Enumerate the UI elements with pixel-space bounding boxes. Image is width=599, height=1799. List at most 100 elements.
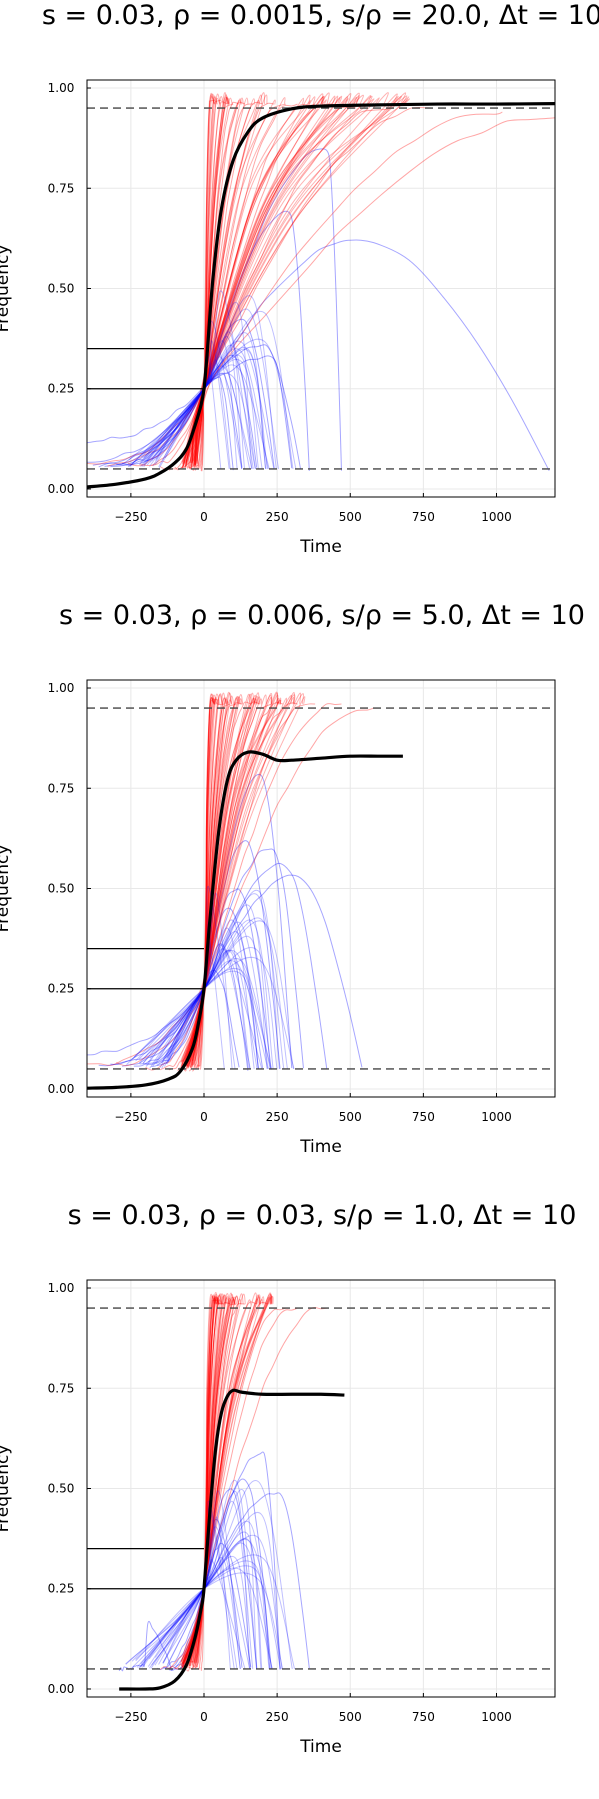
lost-trajectory: [165, 1490, 251, 1669]
lost-trajectory: [135, 1572, 284, 1670]
lost-trajectory: [136, 1520, 270, 1669]
lost-trajectory: [140, 1559, 246, 1670]
fixed-trajectory: [197, 696, 241, 1067]
fixed-trajectory: [185, 95, 343, 468]
fixed-trajectory: [197, 1293, 231, 1664]
x-tick-label: 0: [200, 1710, 208, 1724]
y-tick-label: 0.25: [48, 382, 75, 396]
fixed-trajectory: [196, 106, 357, 469]
fixed-trajectory: [193, 94, 215, 462]
y-axis-label: Frequency: [0, 845, 13, 933]
fixed-trajectory: [183, 692, 302, 1068]
fixed-trajectory: [196, 1294, 220, 1663]
lost-trajectory: [149, 1516, 231, 1669]
lost-trajectory: [155, 347, 268, 470]
fixed-trajectory: [180, 102, 275, 469]
lost-trajectory: [140, 348, 267, 469]
fixed-trajectory: [201, 117, 555, 472]
fixed-trajectory: [174, 1301, 231, 1670]
x-tick-label: −250: [114, 1710, 147, 1724]
fixed-trajectory: [145, 703, 231, 1071]
fixed-trajectory: [194, 699, 218, 1068]
lost-trajectory: [128, 290, 254, 470]
lost-trajectory: [149, 919, 255, 1069]
lost-trajectory: [143, 354, 259, 470]
lost-trajectory: [146, 359, 231, 469]
fixed-trajectory: [193, 97, 221, 468]
fixed-trajectory: [194, 96, 218, 465]
fixed-trajectory: [194, 103, 333, 471]
lost-trajectory: [149, 935, 268, 1069]
lost-trajectory: [162, 1534, 283, 1670]
fixed-trajectory: [195, 93, 217, 466]
lost-trajectory: [162, 904, 271, 1069]
fixed-trajectory: [199, 106, 433, 470]
lost-trajectory: [152, 348, 269, 470]
fixed-trajectory: [188, 703, 272, 1072]
lost-trajectory: [162, 1488, 258, 1670]
chart-title: s = 0.03, ρ = 0.03, s/ρ = 1.0, Δt = 10: [68, 1200, 577, 1231]
fixed-trajectory: [181, 692, 260, 1062]
chart-title: s = 0.03, ρ = 0.0015, s/ρ = 20.0, Δt = 1…: [42, 0, 599, 31]
fixed-trajectory: [189, 103, 298, 470]
lost-trajectory: [87, 372, 243, 468]
y-tick-label: 1.00: [48, 681, 75, 695]
lost-trajectory: [138, 1511, 281, 1669]
fixed-trajectory: [181, 696, 273, 1067]
lost-trajectory: [125, 1500, 254, 1669]
fixed-trajectory: [168, 1303, 225, 1670]
lost-trajectory: [155, 917, 288, 1070]
mean-series-line: [119, 1388, 345, 1691]
lost-trajectory: [157, 888, 272, 1070]
fixed-trajectory: [196, 703, 316, 1069]
x-tick-label: 1000: [481, 510, 512, 524]
fixed-trajectory: [197, 107, 392, 469]
fixed-trajectory: [191, 103, 316, 471]
fixed-trajectory: [87, 698, 219, 1066]
fixed-trajectory: [189, 1301, 257, 1670]
fixed-trajectory: [197, 703, 342, 1070]
lost-trajectory: [143, 364, 270, 470]
lost-trajectory: [131, 1538, 263, 1669]
y-tick-label: 1.00: [48, 1281, 75, 1295]
lost-trajectory: [149, 340, 230, 469]
fixed-trajectory: [195, 92, 407, 467]
fixed-trajectory: [191, 702, 284, 1072]
lost-trajectory: [158, 301, 252, 469]
lost-trajectory: [140, 356, 253, 470]
lost-trajectory: [148, 1488, 258, 1669]
lost-trajectory: [154, 1555, 252, 1669]
lost-trajectory: [122, 355, 293, 469]
fixed-trajectory: [139, 103, 234, 467]
chart-panel-3: s = 0.03, ρ = 0.03, s/ρ = 1.0, Δt = 10 −2…: [0, 1200, 576, 1757]
fixed-trajectory: [197, 1307, 298, 1670]
lost-trajectory: [98, 907, 263, 1069]
fixed-trajectory: [183, 701, 260, 1072]
lost-trajectory: [154, 295, 277, 470]
lost-trajectory: [167, 892, 233, 1069]
lost-trajectory: [165, 949, 272, 1070]
fixed-trajectory: [190, 99, 242, 469]
lost-trajectory: [129, 310, 294, 470]
fixed-trajectory: [181, 1296, 261, 1669]
lost-trajectory: [126, 944, 251, 1070]
lost-trajectory: [87, 318, 275, 469]
fixed-trajectory: [181, 93, 398, 469]
mean-series-line: [87, 102, 555, 489]
lost-trajectory: [167, 1526, 251, 1670]
lost-trajectory: [116, 354, 258, 468]
fixed-trajectory: [194, 97, 231, 467]
lost-trajectory: [145, 874, 363, 1068]
fixed-trajectory: [180, 693, 253, 1067]
x-axis-label: Time: [299, 1137, 342, 1157]
lost-trajectory: [133, 848, 304, 1069]
y-tick-label: 0.25: [48, 1582, 75, 1596]
lost-trajectory: [135, 956, 295, 1070]
x-tick-label: 500: [339, 1710, 362, 1724]
fixed-trajectory: [180, 692, 295, 1064]
x-tick-label: 1000: [481, 1710, 512, 1724]
x-tick-label: 750: [412, 510, 435, 524]
lost-trajectory: [139, 862, 328, 1070]
y-tick-label: 1.00: [48, 81, 75, 95]
lost-trajectory: [166, 931, 260, 1070]
